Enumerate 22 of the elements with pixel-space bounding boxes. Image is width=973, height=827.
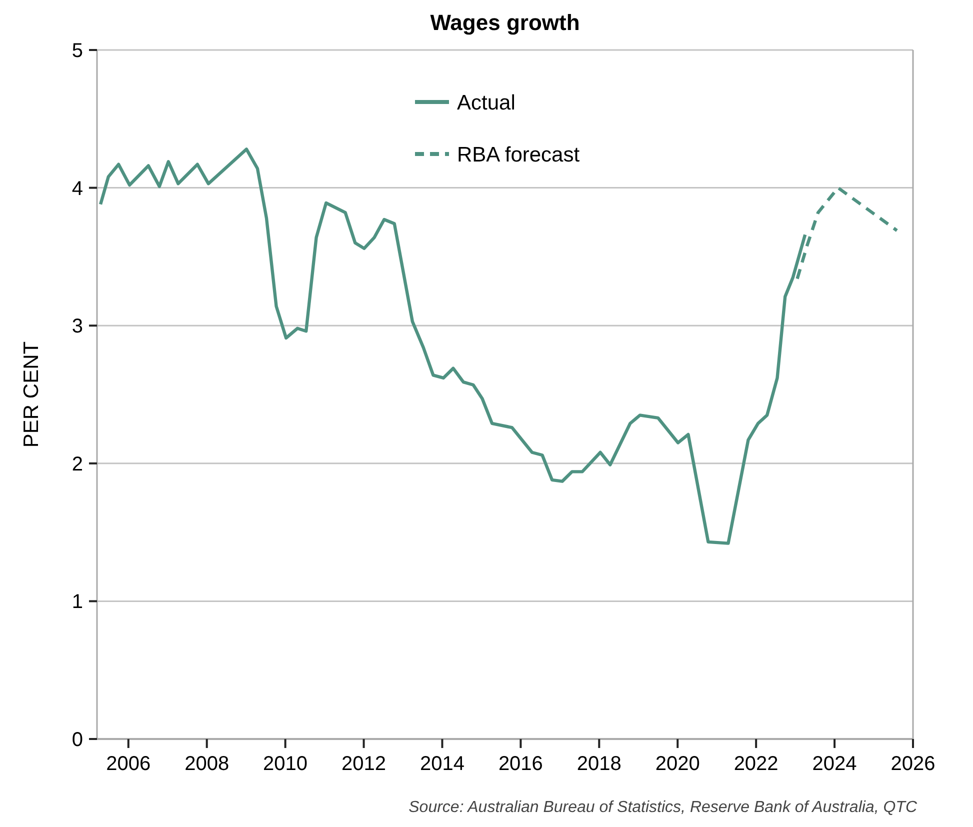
y-tick-label: 5 (72, 40, 83, 62)
x-tick-label: 2020 (655, 753, 700, 775)
source-note: Source: Australian Bureau of Statistics, Reserve Bank of Australia, QTC (408, 799, 918, 816)
x-tick-label: 2024 (812, 753, 857, 775)
x-tick-label: 2012 (342, 753, 386, 775)
y-tick-label: 2 (72, 453, 83, 476)
y-tick-label: 4 (72, 178, 83, 200)
x-tick-label: 2010 (263, 753, 308, 775)
y-tick-label: 3 (72, 316, 83, 338)
x-tick-label: 2018 (576, 753, 622, 775)
x-tick-label: 2026 (890, 753, 936, 775)
x-tick-label: 2006 (106, 753, 151, 775)
y-tick-label: 0 (72, 729, 83, 751)
x-tick-label: 2022 (734, 753, 778, 775)
x-tick-label: 2014 (420, 753, 464, 775)
chart-title: Wages growth (430, 10, 580, 35)
x-tick-label: 2016 (498, 753, 543, 775)
x-tick-label: 2008 (184, 753, 230, 775)
y-tick-label: 1 (72, 591, 83, 614)
legend-label: RBA forecast (457, 143, 580, 166)
y-axis-title: PER CENT (20, 341, 43, 448)
legend-label: Actual (457, 91, 516, 114)
